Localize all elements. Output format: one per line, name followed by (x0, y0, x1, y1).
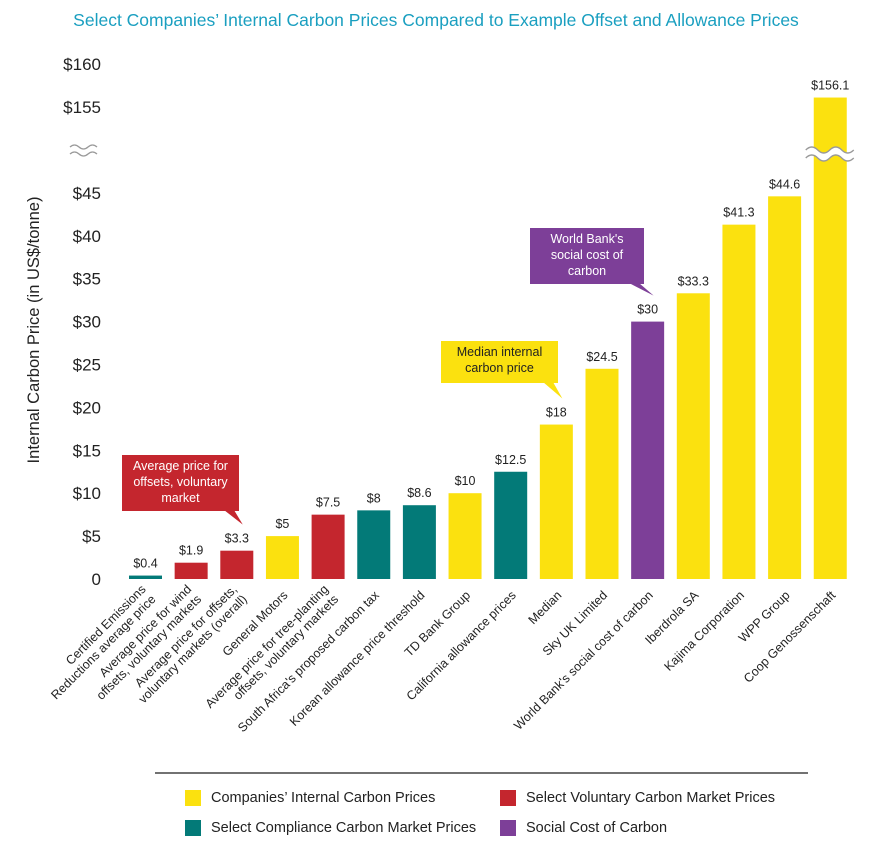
y-axis-break-mark (69, 144, 98, 157)
bar-chart: 0 $5 $10 $15 $20 $25 $30 $35 $40 $45 $155 $160 Inter… (25, 55, 855, 774)
legend-swatch-voluntary (500, 790, 516, 806)
legend-item-compliance: Select Compliance Carbon Market Prices (185, 820, 476, 836)
bar-value-label: $8 (367, 491, 381, 505)
bar-value-label: $33.3 (678, 274, 709, 288)
annotation-text: Median internal carbon price (457, 345, 542, 375)
bar-break-mark-top (805, 146, 855, 154)
legend-swatch-social (500, 820, 516, 836)
bar-value-label: $24.5 (586, 350, 617, 364)
annotation-text: World Bank's social cost of carbon (550, 232, 623, 278)
legend-label-social: Social Cost of Carbon (526, 820, 668, 836)
bar-value-label: $156.1 (811, 79, 849, 93)
y-tick-label: $10 (73, 484, 101, 503)
y-tick-label: $30 (73, 313, 101, 332)
y-axis-title: Internal Carbon Price (in US$/tonne) (25, 197, 43, 464)
y-tick-label: $15 (73, 441, 101, 460)
legend-item-voluntary: Select Voluntary Carbon Market Prices (500, 790, 775, 806)
bar-value-label: $18 (546, 406, 567, 420)
annotation-text: Average price for offsets, voluntary marke… (133, 459, 228, 505)
bar-8 (448, 493, 482, 579)
legend-label-voluntary: Select Voluntary Carbon Market Prices (526, 790, 776, 806)
bar-10 (539, 424, 573, 579)
y-tick-label: $160 (63, 55, 101, 74)
bar-value-label: $3.3 (225, 532, 249, 546)
y-tick-label: $5 (82, 527, 101, 546)
bar-value-label: $7.5 (316, 496, 340, 510)
y-tick-label: $35 (73, 270, 101, 289)
bar-value-label: $1.9 (179, 544, 203, 558)
y-tick-label: 0 (92, 570, 101, 589)
bar-value-label: $5 (275, 517, 289, 531)
bar-5 (311, 514, 345, 579)
bar-value-label: $0.4 (133, 557, 157, 571)
y-tick-label: $155 (63, 98, 101, 117)
bar-4 (265, 536, 299, 579)
bar-value-label: $10 (455, 474, 476, 488)
annotation-pointer (629, 283, 654, 296)
x-tick-label: Median (526, 588, 565, 627)
bar-2 (174, 562, 208, 579)
chart-title: Select Companies’ Internal Carbon Prices… (73, 10, 799, 30)
bar-value-label: $30 (637, 303, 658, 317)
bar-7 (402, 505, 436, 579)
bar-6 (357, 510, 391, 579)
y-tick-label: $40 (73, 227, 101, 246)
bar-value-label: $41.3 (723, 206, 754, 220)
annotation-box (441, 341, 558, 383)
bar-value-label: $44.6 (769, 177, 800, 191)
legend-label-company: Companies’ Internal Carbon Prices (211, 790, 436, 806)
chart-legend: Companies’ Internal Carbon Prices Select… (185, 790, 825, 846)
y-tick-label: $45 (73, 184, 101, 203)
bar-value-label: $8.6 (407, 486, 431, 500)
bar-value-label: $12.5 (495, 453, 526, 467)
legend-swatch-compliance (185, 820, 201, 836)
legend-label-compliance: Select Compliance Carbon Market Prices (211, 820, 477, 836)
y-tick-label: $25 (73, 356, 101, 375)
bar-16 (813, 97, 847, 579)
bar-9 (494, 471, 528, 579)
bar-11 (585, 368, 619, 579)
bar-13 (676, 293, 710, 579)
legend-item-company: Companies’ Internal Carbon Prices (185, 790, 435, 806)
bar-15 (768, 196, 802, 579)
y-tick-label: $20 (73, 398, 101, 417)
annotation-box (530, 228, 644, 284)
annotation-pointer (543, 382, 563, 399)
bar-3 (220, 550, 254, 579)
bar-12 (631, 321, 665, 579)
legend-swatch-company (185, 790, 201, 806)
bar-14 (722, 224, 756, 579)
legend-item-social: Social Cost of Carbon (500, 820, 667, 836)
annotation-pointer (224, 510, 243, 525)
bar-1 (129, 575, 162, 579)
x-tick-label: Kajima Corporation (662, 588, 748, 674)
x-tick-label: Coop Genossenschaft (741, 588, 839, 686)
bar-break-mark-bottom (805, 154, 855, 162)
annotation-box (122, 455, 239, 511)
